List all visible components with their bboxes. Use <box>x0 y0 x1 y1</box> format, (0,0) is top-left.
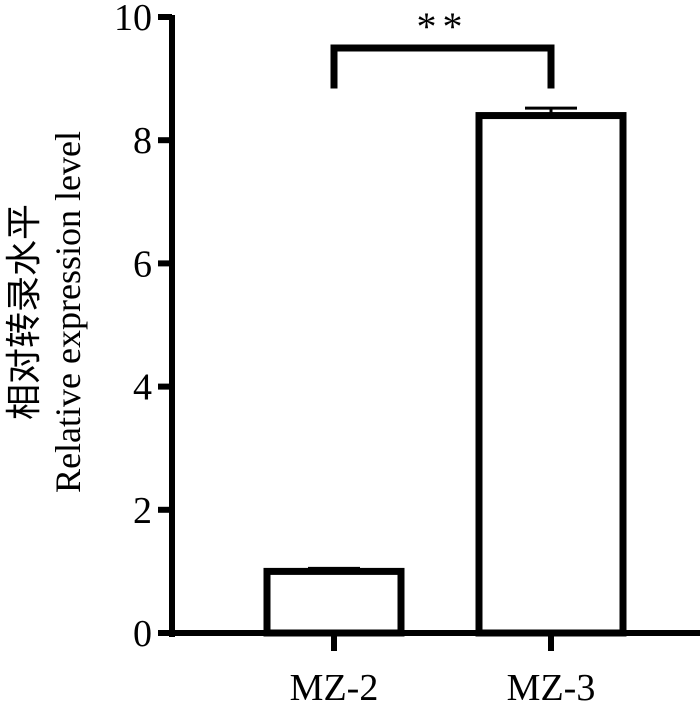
y-tick-label-8: 8 <box>133 120 152 162</box>
y-axis: 0 2 4 6 8 10 <box>114 0 175 655</box>
significance-bracket: ** <box>330 4 555 89</box>
significance-label: ** <box>417 4 469 49</box>
y-tick-label-4: 4 <box>133 367 152 409</box>
category-label-MZ-2: MZ-2 <box>290 667 379 709</box>
y-axis-label-english: Relative expression level <box>48 131 88 493</box>
y-tick-label-0: 0 <box>133 613 152 655</box>
category-label-MZ-3: MZ-3 <box>507 667 596 709</box>
bars <box>263 112 627 637</box>
y-tick-label-10: 10 <box>114 0 152 39</box>
significance-bracket-line <box>330 44 555 89</box>
bar-MZ-3 <box>475 112 627 637</box>
category-labels: MZ-2 MZ-3 <box>290 667 596 709</box>
y-tick-label-2: 2 <box>133 490 152 532</box>
y-axis-label-chinese: 相对转录水平 <box>4 204 44 420</box>
error-bars <box>308 106 577 572</box>
y-tick-label-6: 6 <box>133 243 152 285</box>
bar-MZ-2 <box>263 567 405 637</box>
y-axis-title: 相对转录水平 Relative expression level <box>4 131 88 493</box>
